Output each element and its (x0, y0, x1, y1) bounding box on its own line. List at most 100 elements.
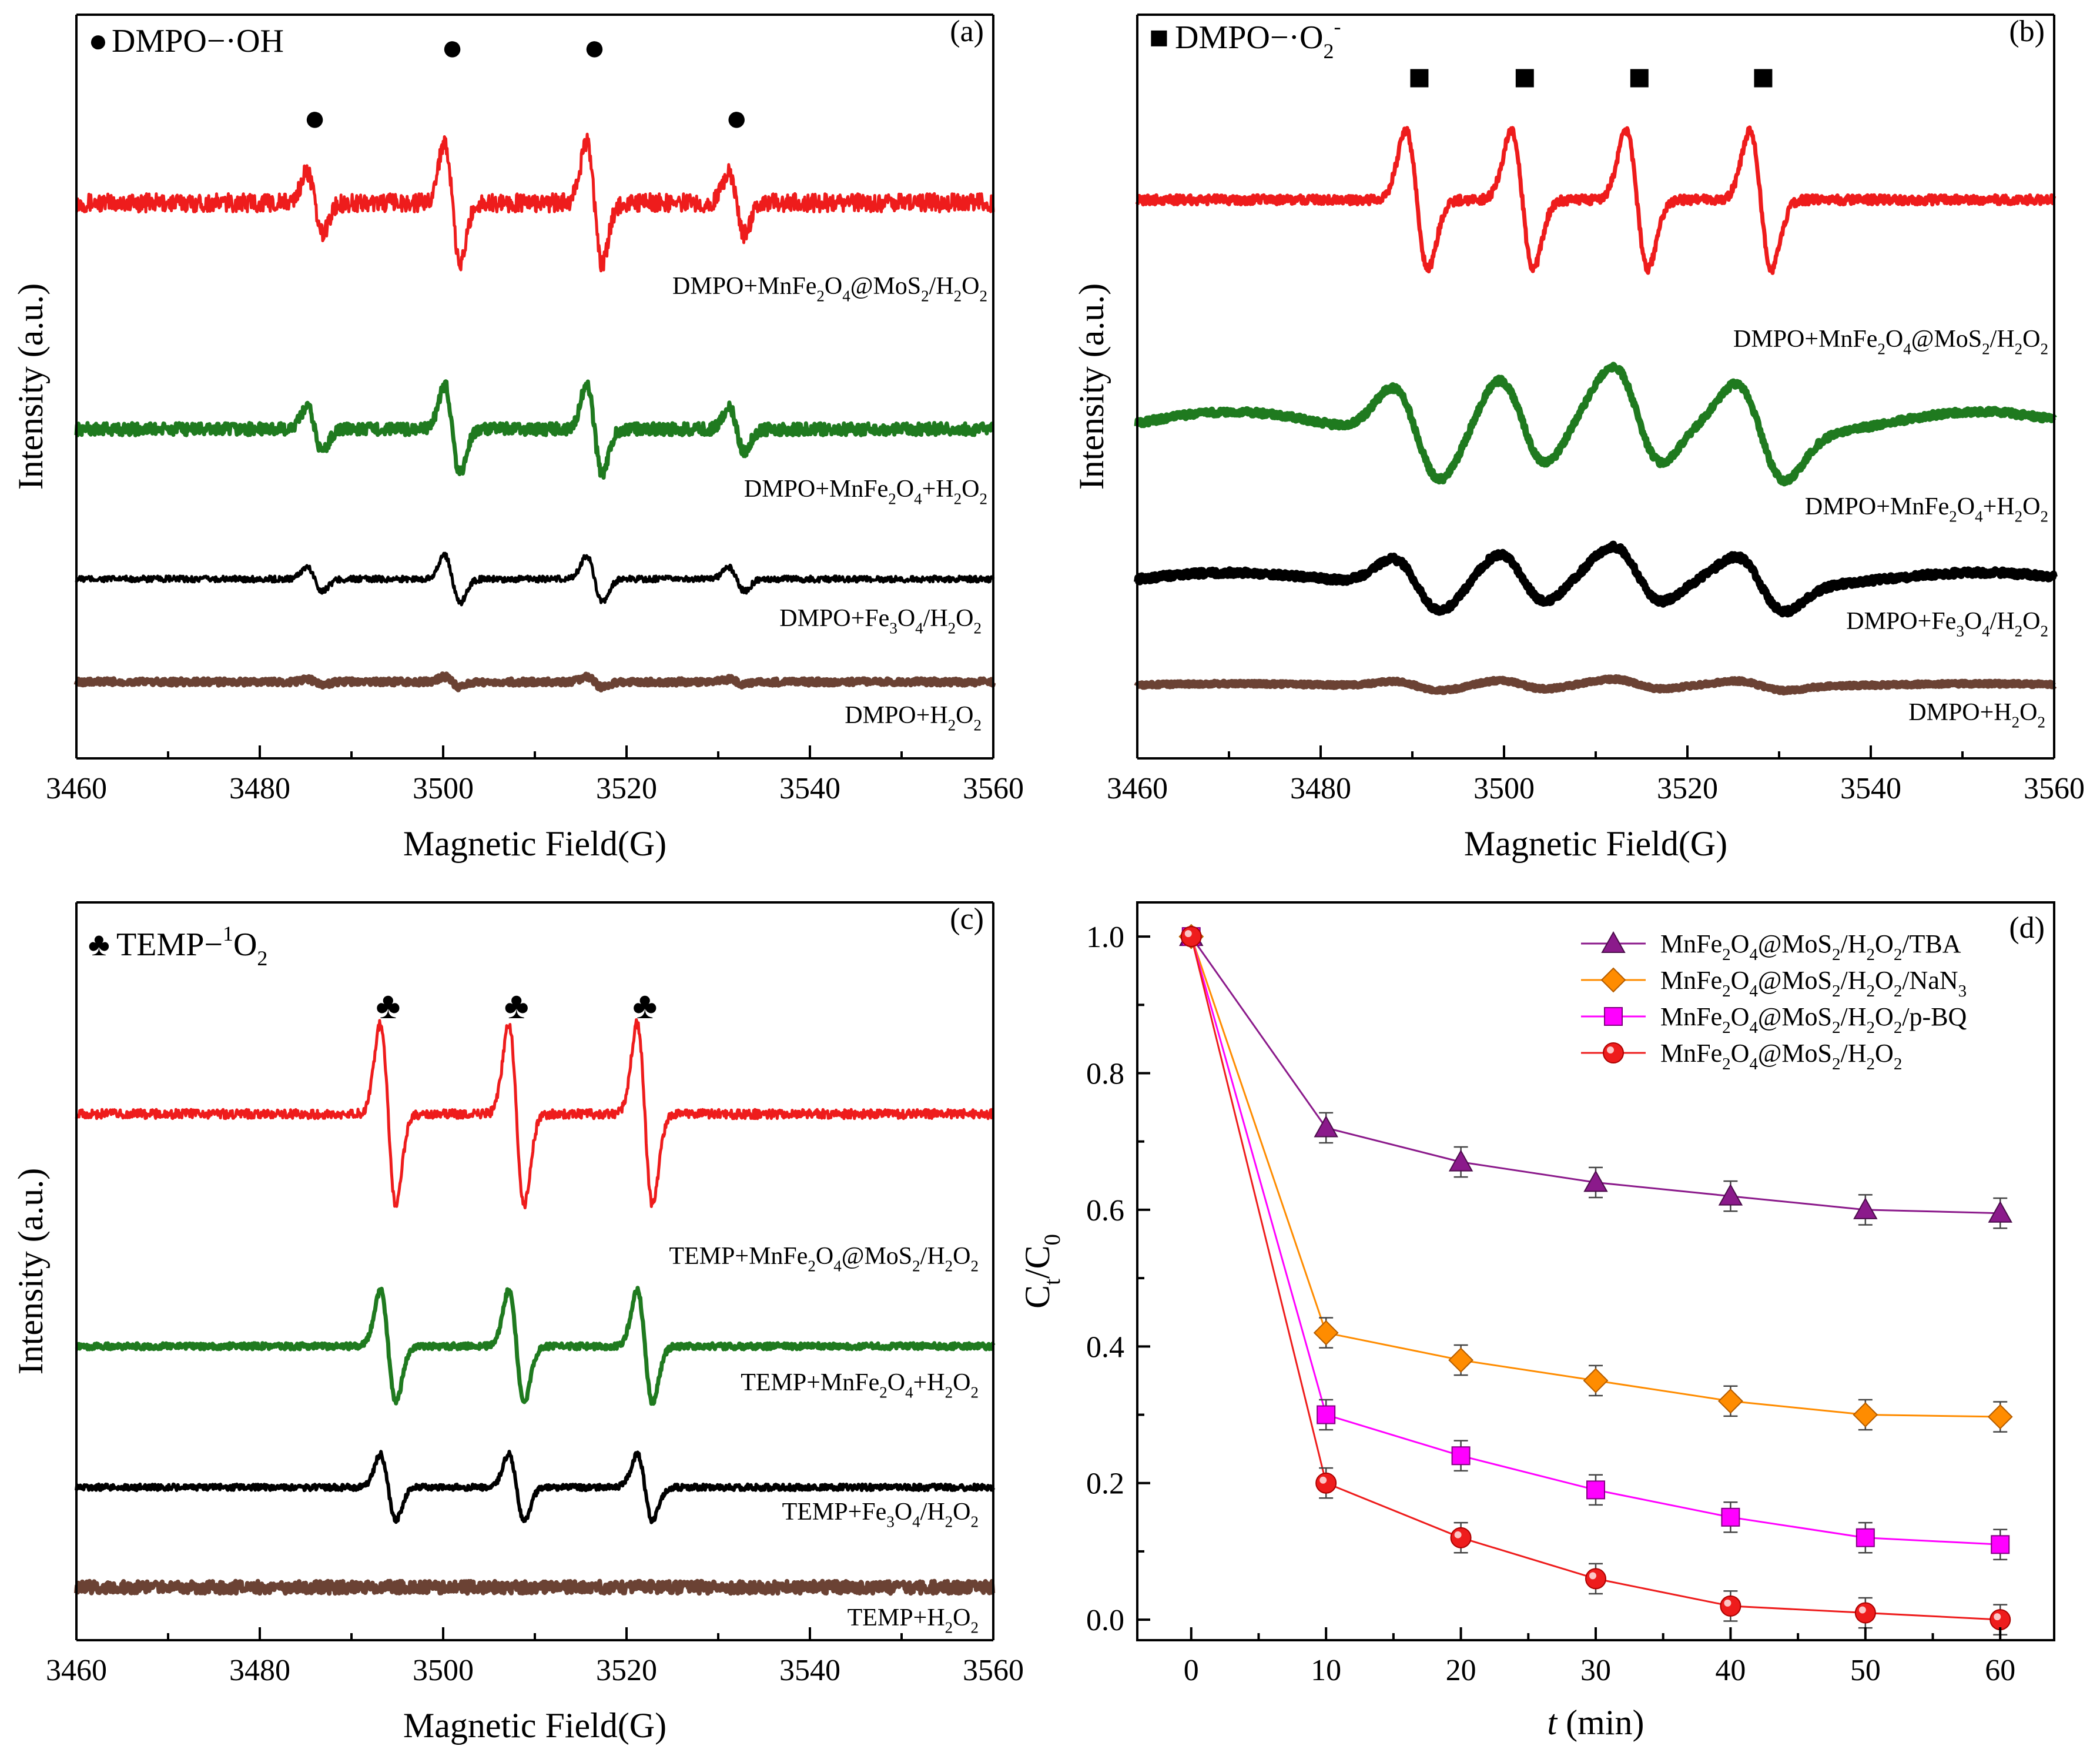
series-label-part: 2 (1877, 340, 1885, 358)
x-axis-title: Magnetic Field(G) (403, 1706, 666, 1745)
x-axis-title: t (min) (1548, 1703, 1645, 1742)
series-label-part: 2 (921, 287, 929, 305)
series-label-part: /H (920, 1243, 945, 1270)
data-point (1315, 1472, 1337, 1494)
y-axis-title: Ct/C0 (1018, 1234, 1065, 1309)
series-label-part: 2 (980, 287, 988, 305)
legend-label: MnFe2O4@MoS2/H2O2 (1660, 1039, 1902, 1073)
series-label: DMPO+Fe3O4/H2O2 (1846, 608, 2048, 640)
panel-d: 0 10 20 30 40 50 600.00.20.40.60.81.0t (min)Ct… (1018, 901, 2055, 1742)
data-point (1451, 1446, 1471, 1466)
legend-label-part: 3 (1958, 982, 1967, 1001)
series-label-part: 2 (879, 1384, 887, 1402)
series-label-part: DMPO+H (1908, 699, 2011, 726)
data-point (1180, 926, 1202, 948)
data-point (1448, 1149, 1473, 1172)
series-line-3 (75, 1450, 995, 1524)
series-label-part: /H (923, 605, 948, 632)
y-tick-label: 1.0 (1086, 921, 1124, 954)
data-point (1991, 1535, 2010, 1554)
series-label-part: O (2022, 608, 2040, 635)
legend-label-part: 2 (1894, 982, 1903, 1001)
legend-label-part: 2 (1722, 1055, 1731, 1073)
data-point (1450, 1527, 1472, 1548)
data-point (1586, 1480, 1605, 1500)
series-label-part: O (816, 1243, 833, 1270)
legend-label-part: O (1875, 1002, 1894, 1031)
series-label-part: 2 (971, 1257, 979, 1275)
series-label-part: 2 (2041, 340, 2049, 358)
series-line-3 (1134, 540, 2058, 618)
species-label-part: 2 (257, 946, 267, 970)
series-label-part: O (953, 1243, 970, 1270)
x-tick-label: 3500 (413, 772, 474, 805)
peak-marker: ♣ (504, 985, 529, 1026)
series-label-part: 4 (915, 620, 923, 637)
series-label-part: DMPO+MnFe (672, 273, 816, 300)
data-point-highlight (1589, 1572, 1596, 1580)
x-axis-title: Magnetic Field(G) (1464, 824, 1727, 863)
data-point (1314, 1115, 1338, 1138)
y-tick-label: 0.8 (1086, 1058, 1124, 1091)
series-label-part: 4 (905, 1384, 913, 1402)
series-line-4 (73, 671, 996, 693)
legend-label-part: O (1875, 966, 1894, 995)
series-label-part: 2 (2038, 714, 2046, 731)
legend-label-part: 2 (1894, 945, 1903, 964)
x-tick-label: 3460 (46, 772, 107, 805)
series-label-part: 4 (1975, 508, 1983, 526)
series-label-part: 2 (945, 1257, 953, 1275)
x-tick-label: 40 (1715, 1654, 1746, 1687)
legend-label-part: /H (1841, 1002, 1867, 1031)
series-label: DMPO+MnFe2O4+H2O2 (1805, 493, 2048, 526)
series-label-part: 2 (2041, 623, 2049, 640)
legend-label-part: @MoS (1758, 1039, 1832, 1068)
series-label-part: 2 (2041, 508, 2049, 526)
species-label-part: 1 (223, 922, 233, 945)
x-tick-label: 3520 (596, 1654, 657, 1687)
data-point (1988, 1200, 2012, 1223)
data-point-highlight (1724, 1599, 1731, 1607)
series-label-part: O (1964, 608, 1982, 635)
x-tick-label: 3560 (2024, 772, 2085, 805)
peak-marker: ● (583, 26, 606, 68)
series-label: DMPO+MnFe2O4+H2O2 (744, 476, 987, 508)
x-tick-label: 3540 (779, 772, 840, 805)
peak-marker: ■ (1513, 56, 1536, 98)
legend-label-part: O (1731, 966, 1750, 995)
series-label-part: O (2022, 493, 2040, 520)
series-label-part: O (953, 1604, 970, 1631)
panel-a: DMPO+MnFe2O4@MoS2/H2O2DMPO+MnFe2O4+H2O2D… (11, 14, 1024, 863)
data-point (1583, 1368, 1609, 1393)
series-label: DMPO+H2O2 (845, 702, 982, 734)
series-label-part: @MoS (842, 1243, 912, 1270)
series-label-part: 2 (2015, 623, 2023, 640)
legend-label-part: 2 (1894, 1055, 1903, 1073)
series-label-part: 4 (914, 490, 922, 508)
series-label-part: DMPO+Fe (1846, 608, 1956, 635)
panel-label: (b) (2009, 15, 2045, 48)
series-line-4 (1134, 674, 2057, 696)
species-label-part: TEMP− (116, 927, 223, 963)
series-label-part: O (962, 476, 979, 503)
series-label-part: /H (929, 273, 954, 300)
y-axis-title: Intensity (a.u.) (1072, 283, 1111, 490)
data-point-highlight (1184, 930, 1192, 938)
series-label: TEMP+H2O2 (848, 1604, 979, 1637)
series-label-part: DMPO+MnFe (744, 476, 888, 503)
data-point (1853, 1197, 1878, 1219)
data-point (1583, 1170, 1608, 1192)
series-label: DMPO+H2O2 (1908, 699, 2045, 731)
legend-label-part: O (1731, 1039, 1750, 1068)
series-label-part: 2 (948, 717, 956, 734)
legend-marker (1600, 967, 1626, 993)
legend-label-part: MnFe (1660, 1002, 1722, 1031)
x-tick-label: 3460 (46, 1654, 107, 1687)
series-label-part: 4 (1903, 340, 1911, 358)
data-point-highlight (1994, 1613, 2001, 1621)
series-label-part: 3 (889, 620, 897, 637)
series-label-part: 2 (2015, 340, 2023, 358)
series-label-part: /H (920, 1499, 945, 1526)
series-label-part: TEMP+H (848, 1604, 945, 1631)
x-tick-label: 3460 (1107, 772, 1168, 805)
